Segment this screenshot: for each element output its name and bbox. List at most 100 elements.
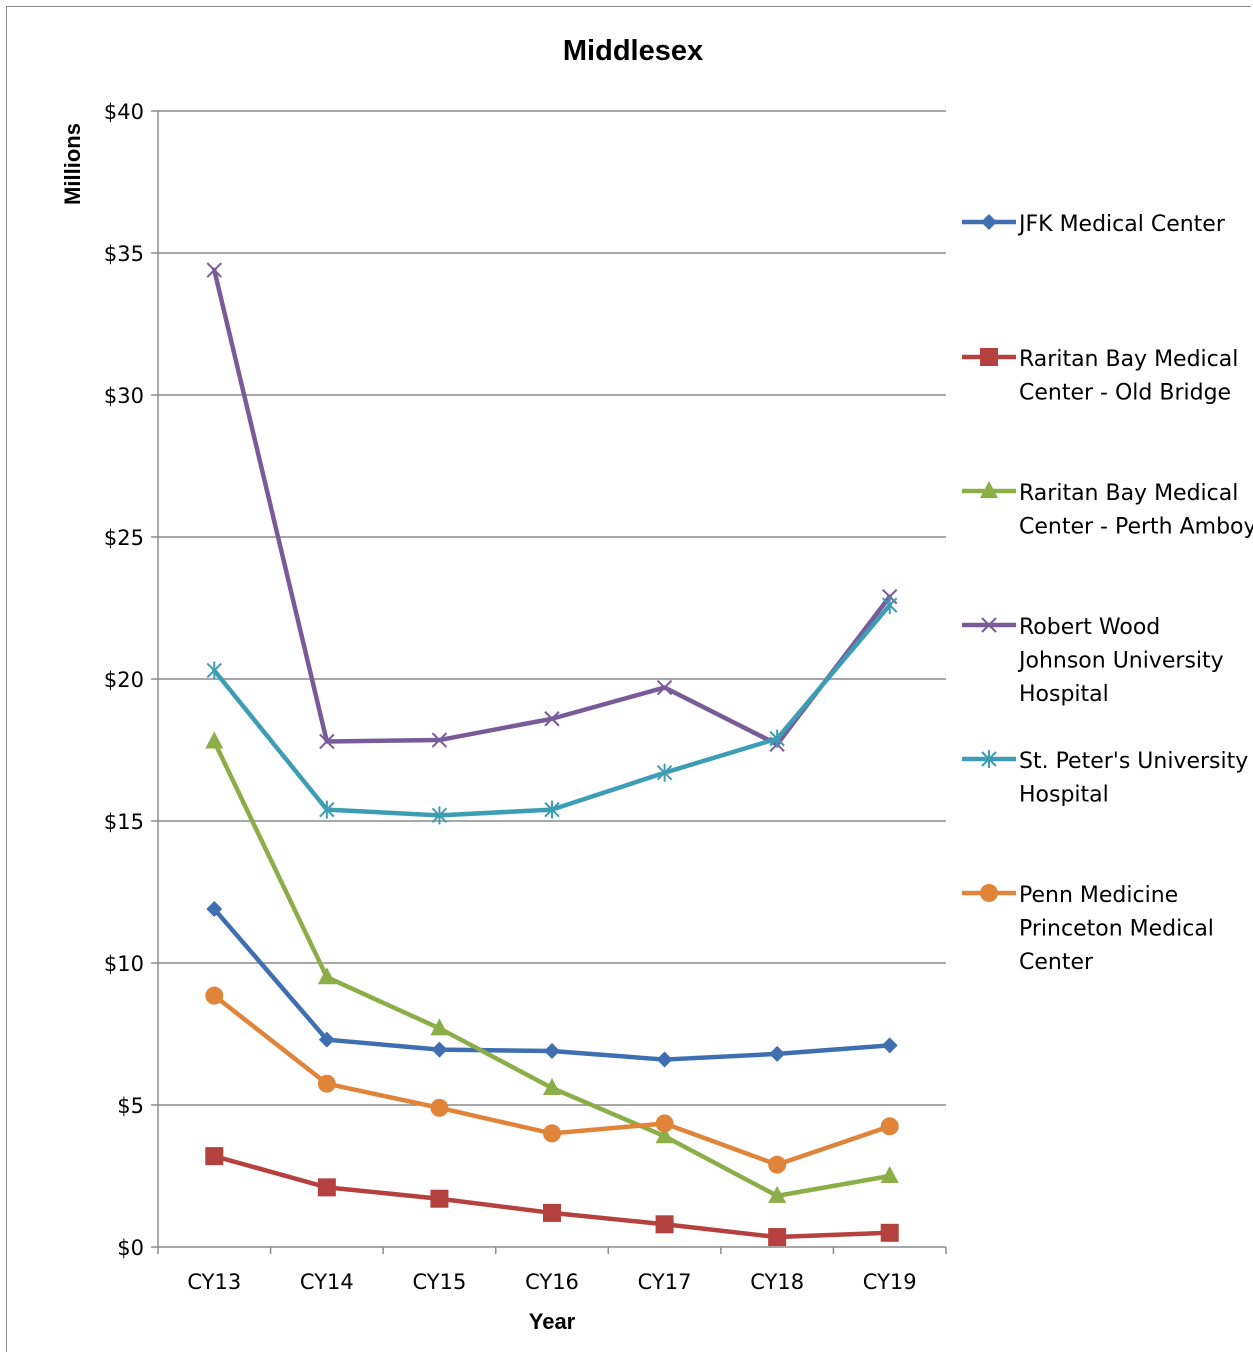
legend-label: Center (1019, 950, 1094, 975)
y-tick-label: $20 (104, 668, 144, 692)
data-point (430, 1018, 449, 1036)
data-point (206, 901, 223, 918)
data-point (431, 732, 448, 748)
data-point (880, 1166, 899, 1183)
legend-entry-1: Raritan Bay Medical Center - Old Bridge (962, 347, 1238, 406)
y-tick-label: $25 (104, 526, 144, 550)
data-point (206, 661, 222, 680)
series-group (205, 262, 899, 1247)
y-tick-label: $0 (117, 1236, 144, 1260)
data-point (205, 1147, 224, 1166)
data-point (655, 1215, 674, 1234)
y-tick-label: $15 (104, 810, 144, 834)
legend: JFK Medical Center Raritan Bay Medical Cen… (962, 212, 1253, 975)
data-point (544, 711, 560, 727)
series-2 (205, 731, 899, 1203)
data-point (543, 1124, 561, 1143)
legend-marker (980, 481, 998, 498)
x-tick-label: CY19 (863, 1270, 917, 1294)
data-point (317, 1178, 336, 1197)
legend-label: Princeton Medical (1019, 917, 1214, 942)
legend-entry-2: Raritan Bay Medical Center - Perth Amboy (962, 481, 1253, 540)
legend-entry-5: Penn Medicine Princeton Medical Center (962, 883, 1214, 975)
data-point (769, 729, 785, 748)
axes: $0 $5 $10 $15 $20 $25 $30 $35 $40 CY13 CY14 CY15 CY1… (104, 100, 947, 1294)
x-tick-label: CY18 (750, 1270, 804, 1294)
legend-label: Center - Perth Amboy (1019, 515, 1253, 540)
x-tick-label: CY16 (525, 1270, 579, 1294)
data-point (319, 800, 335, 819)
legend-marker (980, 348, 998, 366)
data-point (205, 986, 224, 1005)
series-1 (205, 1147, 899, 1247)
data-point (656, 1051, 673, 1068)
data-point (543, 1077, 561, 1095)
data-point (319, 733, 335, 750)
legend-entry-0: JFK Medical Center (962, 212, 1226, 237)
series-3 (206, 262, 898, 753)
x-tick-label: CY13 (187, 1270, 241, 1294)
y-tick-label: $40 (104, 100, 144, 124)
data-point (655, 1126, 674, 1144)
legend-marker (981, 617, 997, 633)
legend-label: Center - Old Bridge (1019, 381, 1231, 406)
data-point (431, 806, 448, 825)
data-point (206, 262, 222, 278)
legend-label: Hospital (1019, 783, 1109, 808)
chart-title: Middlesex (563, 35, 703, 67)
data-point (205, 731, 224, 749)
data-point (318, 1031, 335, 1048)
y-tick-label: $10 (104, 952, 144, 976)
data-point (430, 1189, 449, 1208)
y-tick-label: $5 (117, 1094, 144, 1118)
data-point (544, 1043, 560, 1060)
data-point (768, 1185, 787, 1203)
data-point (655, 1114, 674, 1133)
data-point (431, 1041, 448, 1058)
legend-label: Raritan Bay Medical (1019, 347, 1238, 372)
data-point (768, 1228, 787, 1247)
data-point (768, 1155, 787, 1174)
data-point (769, 1045, 786, 1062)
legend-marker (981, 214, 997, 230)
legend-label: Johnson University (1017, 649, 1224, 674)
x-tick-label: CY17 (638, 1270, 692, 1294)
data-point (317, 967, 336, 985)
legend-marker (981, 750, 997, 768)
chart-frame (6, 6, 1251, 1352)
series-line (212, 602, 892, 818)
legend-label: Hospital (1019, 682, 1109, 707)
legend-label: JFK Medical Center (1017, 212, 1226, 237)
legend-entry-4: St. Peter's University Hospital (962, 749, 1248, 808)
gridlines (158, 110, 946, 1106)
data-point (880, 1117, 899, 1136)
series-line (212, 267, 892, 747)
data-point (543, 1203, 561, 1222)
legend-label: Robert Wood (1019, 615, 1160, 640)
x-tick-label: CY15 (413, 1270, 467, 1294)
series-5 (205, 986, 899, 1174)
series-0 (206, 901, 898, 1068)
data-point (881, 1037, 898, 1054)
data-point (317, 1074, 336, 1093)
series-line (212, 906, 892, 1062)
data-point (430, 1098, 449, 1117)
data-point (880, 1223, 899, 1242)
legend-label: Penn Medicine (1019, 883, 1178, 908)
series-line (212, 1153, 892, 1240)
series-4 (206, 596, 898, 825)
data-point (544, 800, 560, 819)
data-point (882, 596, 898, 615)
legend-marker (980, 884, 998, 902)
y-axis-title: Millions (60, 123, 85, 205)
data-point (656, 763, 673, 782)
x-tick-label: CY14 (300, 1270, 354, 1294)
legend-label: St. Peter's University (1019, 749, 1248, 774)
y-tick-label: $35 (104, 242, 144, 266)
y-tick-label: $30 (104, 384, 144, 408)
legend-label: Raritan Bay Medical (1019, 481, 1238, 506)
x-axis-title: Year (529, 1309, 576, 1334)
legend-entry-3: Robert Wood Johnson University Hospital (962, 615, 1224, 707)
data-point (656, 679, 673, 696)
